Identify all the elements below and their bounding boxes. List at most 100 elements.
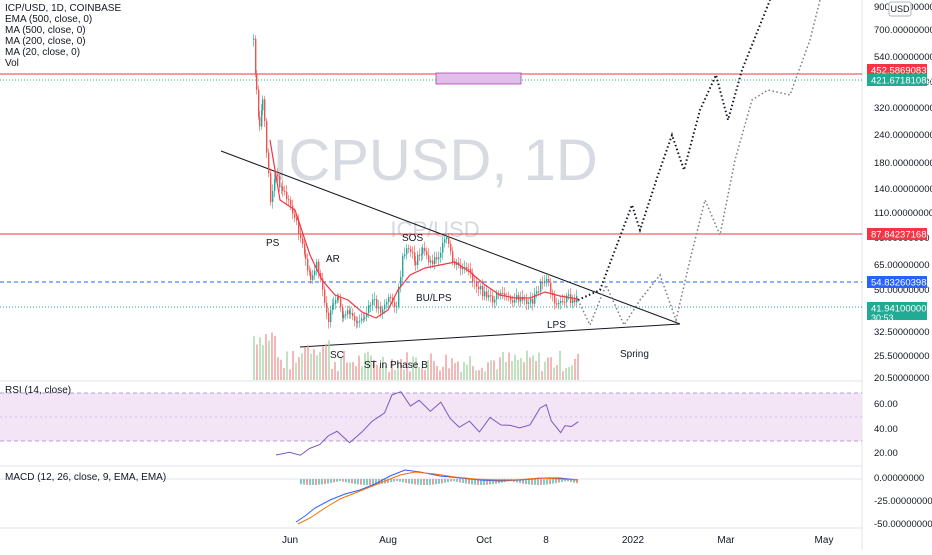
macd-title[interactable]: MACD (12, 26, close, 9, EMA, EMA): [5, 472, 167, 483]
macd-hist-bar: [306, 479, 308, 485]
candle-body: [468, 268, 470, 270]
macd-hist-bar: [492, 479, 494, 485]
indicator-ema500[interactable]: EMA (500, close, 0): [5, 14, 93, 25]
macd-hist-bar: [462, 479, 464, 484]
candle-body: [496, 293, 498, 300]
volume-bar: [253, 336, 255, 380]
macd-hist-bar: [309, 479, 311, 485]
macd-hist-bar: [345, 479, 347, 483]
candle-body: [482, 286, 484, 297]
volume-bar: [352, 362, 354, 380]
price-tick-label: 320.00000000: [874, 103, 932, 114]
indicator-ma500[interactable]: MA (500, close, 0): [5, 25, 86, 36]
volume-bar: [388, 371, 390, 380]
volume-bar: [457, 361, 459, 380]
indicator-ma200[interactable]: MA (200, close, 0): [5, 36, 86, 47]
candle-body: [255, 38, 257, 74]
level-54-label-box: [867, 276, 927, 288]
volume-bar: [445, 354, 447, 380]
macd-hist-bar: [525, 479, 527, 485]
volume-bar: [355, 366, 357, 380]
macd-hist-bar: [474, 479, 476, 485]
candle-body: [422, 247, 424, 254]
level-last-label: 41.94100000: [871, 304, 926, 315]
candle-body: [335, 300, 337, 304]
candle-body: [277, 174, 279, 177]
rsi-title[interactable]: RSI (14, close): [5, 385, 72, 396]
candle-body: [566, 295, 568, 302]
macd-hist-bar: [441, 479, 443, 484]
candle-body: [359, 320, 361, 322]
volume-bar: [523, 362, 525, 380]
candle-body: [466, 267, 468, 269]
candle-body: [259, 116, 261, 127]
volume-bar: [436, 365, 438, 380]
volume-bar: [256, 344, 258, 380]
candle-body: [406, 248, 408, 255]
candle-body: [510, 297, 512, 301]
level-421-label: 421.67181082: [871, 76, 932, 87]
volume-bar: [550, 357, 552, 380]
candle-body: [253, 38, 255, 40]
volume-bar: [478, 370, 480, 380]
candle-body: [294, 213, 296, 218]
candle-body: [279, 176, 281, 188]
candle-body: [558, 302, 560, 305]
candle-body: [470, 268, 472, 273]
volume-bar: [574, 358, 576, 380]
macd-hist-bar: [429, 479, 431, 485]
price-tick-label: 50.00000000: [874, 285, 929, 296]
candle-body: [534, 293, 536, 304]
price-tick-label: 65.00000000: [874, 260, 929, 271]
volume-bar: [499, 357, 501, 380]
macd-hist-bar: [465, 479, 467, 484]
volume-bar: [508, 352, 510, 380]
macd-hist-bar: [516, 479, 518, 483]
candle-body: [398, 286, 400, 307]
candle-body: [464, 267, 466, 269]
level-54-label: 54.83260398: [871, 278, 926, 289]
indicator-vol[interactable]: Vol: [5, 58, 19, 69]
candle-body: [364, 317, 366, 319]
volume-bar: [448, 368, 450, 380]
volume-bar: [367, 351, 369, 380]
candle-body: [284, 190, 286, 192]
candle-body: [268, 152, 270, 174]
volume-bar: [304, 347, 306, 380]
candle-body: [536, 291, 538, 294]
macd-hist-bar: [399, 479, 401, 482]
macd-hist-bar: [339, 479, 341, 482]
candle-body: [458, 262, 460, 266]
volume-bar: [415, 357, 417, 380]
level-452-label-box: [867, 64, 927, 76]
candle-body: [446, 237, 448, 240]
candle-body: [343, 314, 345, 318]
annotation-bu-lps: BU/LPS: [416, 293, 452, 304]
indicator-ma20[interactable]: MA (20, close, 0): [5, 47, 81, 58]
candle-body: [342, 307, 344, 318]
volume-bar: [310, 353, 312, 380]
candle-body: [538, 291, 540, 293]
candle-body: [434, 257, 436, 265]
macd-hist-bar: [519, 479, 521, 484]
volume-bar: [565, 367, 567, 380]
candle-body: [282, 186, 284, 191]
candle-body: [261, 110, 263, 127]
level-452-label: 452.58690837: [871, 66, 932, 77]
volume-bar: [505, 361, 507, 380]
candle-body: [363, 318, 365, 320]
macd-hist-bar: [366, 479, 368, 485]
volume-bar: [475, 370, 477, 380]
symbol-line[interactable]: ICP/USD, 1D, COINBASE: [5, 3, 122, 14]
volume-bar: [496, 369, 498, 380]
annotation-ps: PS: [266, 238, 280, 249]
macd-hist-bar: [456, 479, 458, 482]
candle-body: [266, 121, 268, 153]
candle-body: [462, 268, 464, 270]
candle-body: [444, 239, 446, 243]
macd-hist-bar: [393, 479, 395, 482]
macd-hist-bar: [528, 479, 530, 485]
target-zone-box: [435, 72, 522, 85]
